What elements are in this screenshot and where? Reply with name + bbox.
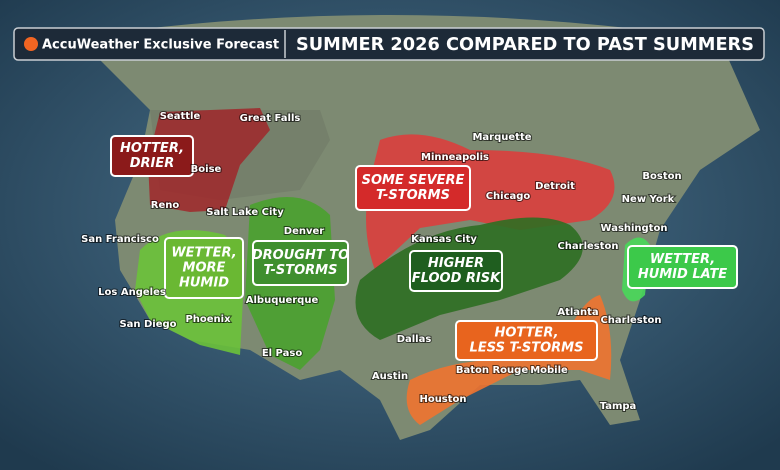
region-box xyxy=(409,250,503,292)
logo xyxy=(24,37,38,51)
brand: AccuWeather Exclusive Forecast xyxy=(42,38,279,53)
region-label: T-STORMS xyxy=(264,263,338,278)
header-bar xyxy=(13,27,765,61)
region-label: HUMID xyxy=(179,276,229,291)
region-label: HUMID LATE xyxy=(638,267,727,282)
region-label: HOTTER, xyxy=(494,326,558,341)
title: SUMMER 2026 COMPARED TO PAST SUMMERS xyxy=(296,34,754,55)
city-label: Salt Lake City xyxy=(206,207,284,218)
hotter-drier-area xyxy=(148,108,270,212)
region-label: DRIER xyxy=(130,156,175,171)
city-label: Baton Rouge xyxy=(456,365,528,376)
city-label: Chicago xyxy=(486,191,531,202)
region-box xyxy=(355,165,471,211)
region-box xyxy=(252,240,349,286)
region-label: HIGHER xyxy=(428,256,484,271)
city-label: Washington xyxy=(601,223,668,234)
city-label: Marquette xyxy=(472,132,531,143)
city-label: El Paso xyxy=(262,348,303,359)
region-label: FLOOD RISK xyxy=(412,271,501,286)
region-label: DROUGHT TO xyxy=(252,248,349,263)
city-label: Detroit xyxy=(535,181,575,192)
city-label: Reno xyxy=(151,200,180,211)
city-label: Great Falls xyxy=(240,113,301,124)
city-label: Atlanta xyxy=(557,307,598,318)
city-label: Los Angeles xyxy=(98,287,166,298)
city-label: Charleston xyxy=(600,315,661,326)
region-box xyxy=(164,237,244,299)
city-label: Mobile xyxy=(530,365,568,376)
city-label: Albuquerque xyxy=(246,295,319,306)
region-box xyxy=(627,245,738,289)
region-box xyxy=(455,320,598,361)
region-box xyxy=(110,135,194,177)
city-label: Seattle xyxy=(160,111,201,122)
city-label: New York xyxy=(622,194,675,205)
city-label: Austin xyxy=(372,371,408,382)
region-label: SOME SEVERE xyxy=(362,173,465,188)
city-label: Phoenix xyxy=(185,314,231,325)
region-label: T-STORMS xyxy=(376,188,450,203)
city-label: Kansas City xyxy=(411,234,477,245)
city-label: Boston xyxy=(642,171,681,182)
region-label: HOTTER, xyxy=(120,141,184,156)
city-label: Dallas xyxy=(397,334,432,345)
city-label: San Francisco xyxy=(81,234,159,245)
city-label: Houston xyxy=(419,394,466,405)
region-label: WETTER, xyxy=(650,252,715,267)
city-label: Boise xyxy=(191,164,222,175)
city-label: Tampa xyxy=(600,401,637,412)
region-label: LESS T-STORMS xyxy=(470,341,584,356)
region-label: WETTER, xyxy=(171,246,236,261)
region-label: MORE xyxy=(183,261,226,276)
city-label: Minneapolis xyxy=(421,152,489,163)
city-label: Charleston xyxy=(557,241,618,252)
city-label: Denver xyxy=(284,226,325,237)
city-label: San Diego xyxy=(119,319,176,330)
